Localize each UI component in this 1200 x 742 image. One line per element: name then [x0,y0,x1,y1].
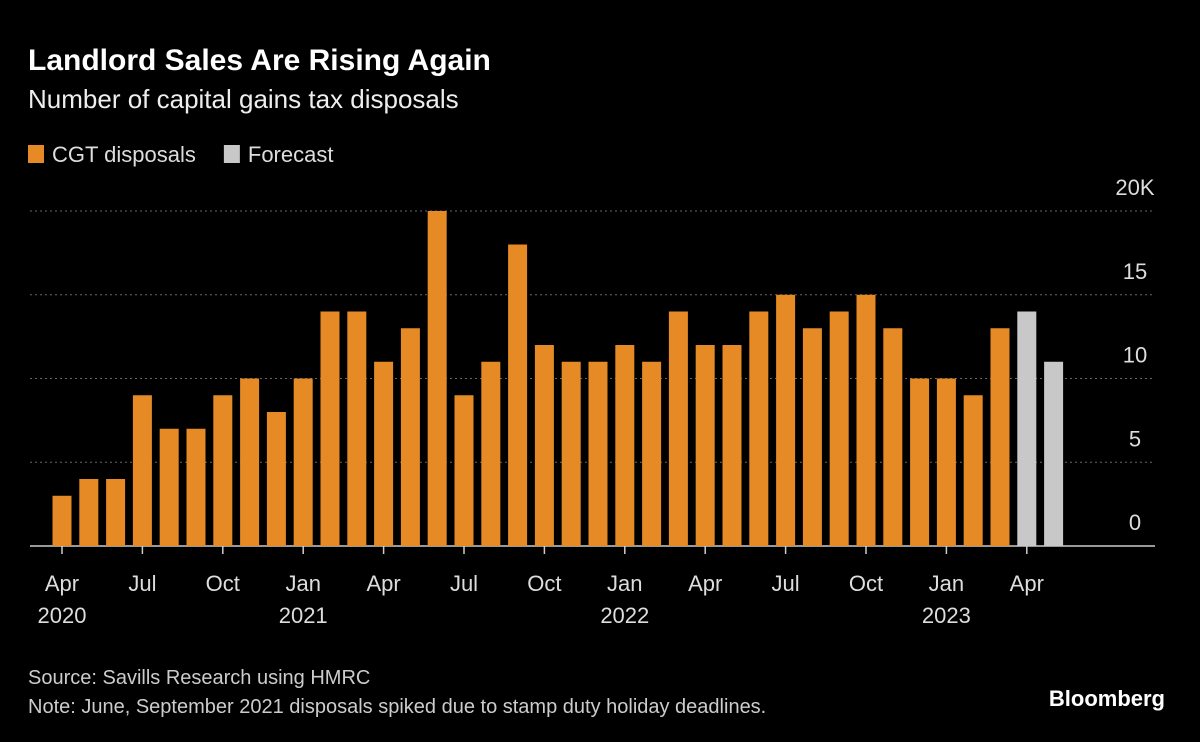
bar [213,395,233,546]
legend-label: Forecast [248,142,334,167]
bar [856,294,876,546]
bar [588,361,608,546]
bar [1044,361,1064,546]
bar [936,378,956,546]
bar [266,412,286,546]
bar [320,311,340,546]
bar [481,361,501,546]
bar [79,479,99,546]
bar [615,345,635,546]
bar [374,361,394,546]
bar [454,395,474,546]
x-tick-label: Oct [206,571,240,596]
bar [722,345,742,546]
bar [508,244,528,546]
bar [668,311,688,546]
source: Source: Savills Research using HMRC [28,667,370,689]
x-tick-label: Apr [45,571,79,596]
x-tick-label: Oct [849,571,883,596]
bar [802,328,822,546]
bar [347,311,367,546]
legend-swatch [28,145,44,163]
bar [749,311,769,546]
bar [400,328,420,546]
bar [159,428,179,546]
x-tick-label: Jan [929,571,964,596]
x-year-label: 2022 [600,603,649,628]
bar [293,378,313,546]
x-tick-label: Apr [366,571,400,596]
chart-title: Landlord Sales Are Rising Again [28,44,491,77]
bar [910,378,930,546]
bar [695,345,715,546]
bar [186,428,206,546]
bar [990,328,1010,546]
bar [52,495,72,546]
x-tick-label: Jan [285,571,320,596]
y-tick-label: 0 [1129,510,1141,535]
x-tick-label: Jan [607,571,642,596]
bar [1017,311,1037,546]
bar [132,395,152,546]
legend-label: CGT disposals [52,142,196,167]
x-year-label: 2020 [38,603,87,628]
bar [427,211,447,546]
x-tick-label: Apr [688,571,722,596]
bar [534,345,554,546]
y-tick-label: 20K [1115,175,1154,200]
x-year-label: 2023 [922,603,971,628]
x-tick-label: Jul [772,571,800,596]
bar [776,294,796,546]
bar [829,311,849,546]
x-year-label: 2021 [279,603,328,628]
bar [883,328,903,546]
bar [561,361,581,546]
x-tick-label: Apr [1010,571,1044,596]
brand: Bloomberg [1049,686,1165,711]
note: Note: June, September 2021 disposals spi… [28,696,766,718]
x-tick-label: Oct [527,571,561,596]
y-tick-label: 10 [1123,343,1147,368]
y-tick-label: 15 [1123,259,1147,284]
y-tick-label: 5 [1129,426,1141,451]
chart-subtitle: Number of capital gains tax disposals [28,84,459,114]
bar [106,479,126,546]
bar [240,378,260,546]
legend-swatch [223,145,240,163]
bar [642,361,662,546]
x-tick-label: Jul [450,571,478,596]
x-tick-label: Jul [128,571,156,596]
bar [963,395,983,546]
